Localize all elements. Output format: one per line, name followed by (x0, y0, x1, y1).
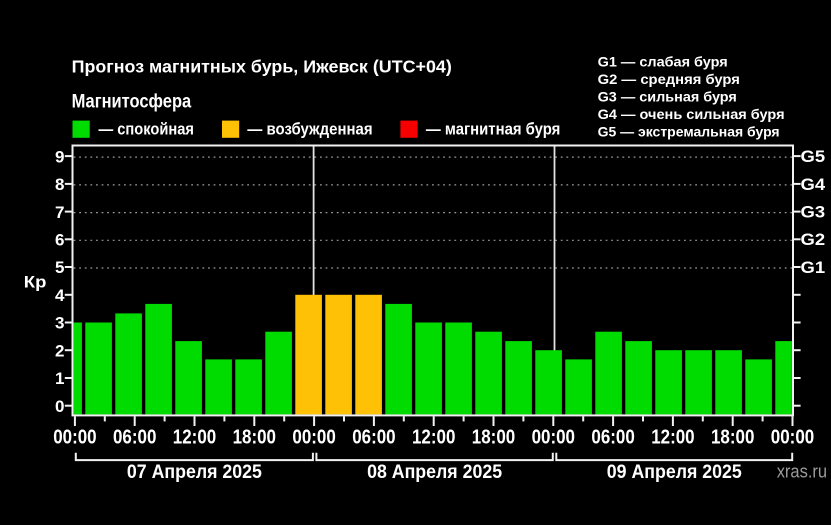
svg-text:9: 9 (55, 147, 64, 166)
svg-text:1: 1 (55, 369, 64, 388)
svg-text:8: 8 (55, 175, 64, 194)
svg-text:G1 — слабая буря: G1 — слабая буря (598, 54, 728, 70)
svg-text:G5 — экстремальная буря: G5 — экстремальная буря (598, 124, 780, 140)
svg-text:5: 5 (55, 258, 64, 277)
svg-text:08 Апреля 2025: 08 Апреля 2025 (367, 462, 502, 483)
svg-text:06:00: 06:00 (113, 426, 156, 448)
svg-text:Магнитосфера: Магнитосфера (72, 91, 192, 112)
svg-text:18:00: 18:00 (711, 426, 754, 448)
svg-text:00:00: 00:00 (532, 426, 575, 448)
svg-text:— возбужденная: — возбужденная (247, 120, 372, 139)
svg-text:4: 4 (55, 286, 65, 305)
svg-text:3: 3 (55, 314, 64, 333)
svg-text:0: 0 (55, 397, 64, 416)
svg-text:18:00: 18:00 (233, 426, 276, 448)
svg-text:07 Апреля 2025: 07 Апреля 2025 (127, 462, 262, 483)
svg-text:2: 2 (55, 341, 64, 360)
svg-text:G5: G5 (801, 148, 826, 166)
svg-text:12:00: 12:00 (173, 426, 216, 448)
svg-text:G1: G1 (801, 259, 826, 277)
svg-text:G4: G4 (801, 176, 827, 194)
svg-text:09 Апреля 2025: 09 Апреля 2025 (607, 462, 742, 483)
svg-text:xras.ru: xras.ru (777, 461, 827, 482)
svg-text:6: 6 (55, 231, 64, 250)
svg-text:G3 — сильная буря: G3 — сильная буря (598, 89, 737, 105)
svg-text:06:00: 06:00 (591, 426, 634, 448)
svg-text:00:00: 00:00 (53, 426, 96, 448)
svg-text:G3: G3 (801, 204, 826, 222)
svg-text:18:00: 18:00 (472, 426, 515, 448)
svg-text:Кр: Кр (24, 274, 47, 292)
svg-text:— спокойная: — спокойная (99, 120, 195, 139)
svg-text:12:00: 12:00 (651, 426, 694, 448)
svg-text:Прогноз магнитных бурь, Ижевск: Прогноз магнитных бурь, Ижевск (UTC+04) (72, 56, 452, 76)
svg-text:06:00: 06:00 (352, 426, 395, 448)
svg-text:G2: G2 (801, 231, 826, 249)
svg-text:12:00: 12:00 (412, 426, 455, 448)
svg-text:00:00: 00:00 (771, 426, 814, 448)
svg-text:G4 — очень сильная буря: G4 — очень сильная буря (598, 106, 785, 122)
svg-text:7: 7 (55, 203, 64, 222)
svg-text:— магнитная буря: — магнитная буря (426, 120, 560, 139)
svg-text:00:00: 00:00 (292, 426, 335, 448)
svg-text:G2 — средняя буря: G2 — средняя буря (598, 71, 740, 87)
